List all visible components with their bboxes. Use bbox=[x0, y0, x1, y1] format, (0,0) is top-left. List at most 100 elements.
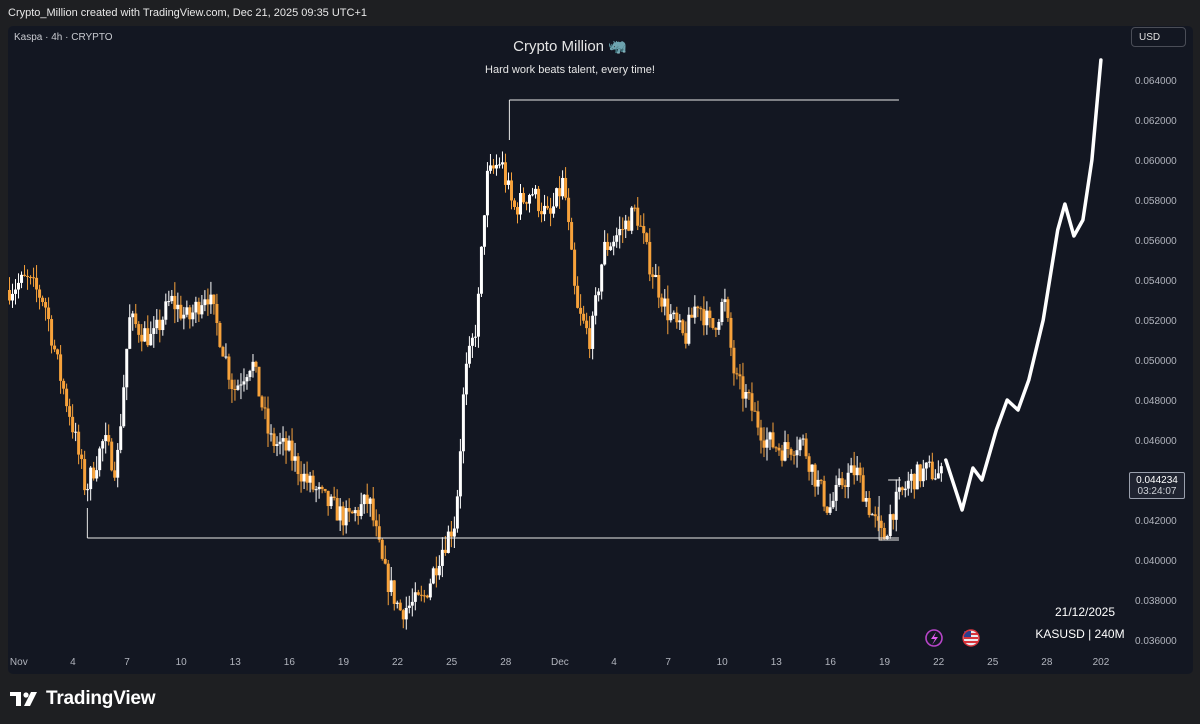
time-tick-label: 16 bbox=[825, 657, 837, 668]
candle-body bbox=[32, 277, 36, 279]
candle-body bbox=[62, 380, 66, 389]
time-tick-label: 7 bbox=[124, 657, 130, 668]
candle-body bbox=[380, 539, 384, 559]
price-tick-label: 0.038000 bbox=[1135, 596, 1177, 607]
candle-body bbox=[819, 479, 823, 481]
price-tick-label: 0.042000 bbox=[1135, 516, 1177, 527]
price-tick-label: 0.054000 bbox=[1135, 276, 1177, 287]
candle-body bbox=[203, 299, 207, 306]
candle-body bbox=[47, 307, 51, 320]
price-tick-label: 0.036000 bbox=[1135, 636, 1177, 647]
candle-body bbox=[645, 233, 649, 242]
candle-body bbox=[470, 337, 474, 346]
currency-button[interactable]: USD bbox=[1131, 27, 1186, 47]
candle-body bbox=[801, 438, 805, 440]
candle-body bbox=[410, 601, 414, 606]
candle-body bbox=[621, 229, 625, 231]
candle-body bbox=[930, 461, 934, 480]
candle-body bbox=[852, 465, 856, 476]
candle-body bbox=[678, 320, 682, 323]
candle-body bbox=[606, 241, 610, 250]
candle-body bbox=[603, 241, 607, 265]
candle-body bbox=[636, 207, 640, 226]
candle-body bbox=[167, 301, 171, 303]
candle-body bbox=[729, 317, 733, 348]
candle-body bbox=[780, 450, 784, 461]
range-bracket bbox=[878, 496, 899, 541]
candle-body bbox=[131, 313, 135, 318]
candle-body bbox=[497, 164, 501, 166]
candle-body bbox=[762, 440, 766, 448]
candle-body bbox=[437, 565, 441, 576]
candle-body bbox=[627, 220, 631, 231]
candle-body bbox=[855, 467, 859, 476]
candle-body bbox=[738, 374, 742, 377]
candle-body bbox=[696, 306, 700, 309]
candle-body bbox=[263, 407, 267, 409]
candle-body bbox=[519, 193, 523, 215]
candle-body bbox=[461, 394, 465, 452]
candle-body bbox=[98, 448, 102, 471]
candle-body bbox=[491, 165, 495, 169]
time-tick-label: 16 bbox=[284, 657, 296, 668]
candle-body bbox=[726, 299, 730, 318]
candle-body bbox=[248, 370, 252, 378]
candle-body bbox=[449, 531, 453, 537]
drawing-annotations bbox=[86, 58, 1103, 541]
price-tick-label: 0.060000 bbox=[1135, 156, 1177, 167]
candle-body bbox=[915, 464, 919, 490]
candle-body bbox=[317, 486, 321, 490]
candle-body bbox=[341, 506, 345, 526]
candle-body bbox=[143, 328, 147, 342]
candle-body bbox=[119, 426, 123, 450]
chart-panel[interactable] bbox=[8, 26, 1193, 674]
candle-body bbox=[113, 470, 117, 478]
candle-body bbox=[68, 406, 72, 417]
candle-body bbox=[395, 602, 399, 604]
candle-body bbox=[924, 462, 928, 469]
candle-body bbox=[401, 610, 405, 620]
candle-body bbox=[822, 480, 826, 507]
candle-body bbox=[732, 347, 736, 374]
candle-body bbox=[314, 489, 318, 491]
candle-body bbox=[443, 549, 447, 553]
candle-body bbox=[741, 376, 745, 399]
candle-body bbox=[813, 464, 817, 487]
candle-body bbox=[939, 466, 943, 474]
candle-body bbox=[807, 456, 811, 472]
candle-body bbox=[308, 475, 312, 483]
candle-body bbox=[840, 478, 844, 486]
candle-body bbox=[639, 225, 643, 227]
candle-body bbox=[735, 373, 739, 375]
time-axis: Nov 4 7 10 13 16 19 22 25 28 Dec 4 7 10 13 16 19 22 25 28 20… bbox=[10, 657, 1110, 668]
time-tick-label: 19 bbox=[338, 657, 350, 668]
candle-body bbox=[834, 484, 838, 501]
candle-body bbox=[531, 194, 535, 196]
candle-body bbox=[392, 580, 396, 604]
candle-body bbox=[795, 450, 799, 456]
candle-body bbox=[897, 487, 901, 492]
candle-body bbox=[750, 393, 754, 411]
us-flag-icon[interactable] bbox=[962, 629, 980, 647]
candle-body bbox=[326, 490, 330, 507]
candle-body bbox=[428, 583, 432, 598]
candle-body bbox=[882, 527, 886, 540]
candle-body bbox=[479, 246, 483, 294]
tradingview-logo[interactable]: TradingView bbox=[10, 688, 156, 710]
lightning-icon[interactable] bbox=[925, 629, 943, 647]
candle-body bbox=[870, 514, 874, 516]
candle-body bbox=[41, 297, 45, 303]
candle-body bbox=[104, 435, 108, 442]
candle-body bbox=[849, 465, 853, 473]
candle-body bbox=[567, 197, 571, 223]
symbol-info: Kaspa · 4h · CRYPTO bbox=[14, 32, 113, 43]
candle-body bbox=[281, 438, 285, 442]
time-tick-label: Nov bbox=[10, 657, 28, 668]
candle-body bbox=[254, 361, 258, 367]
candle-body bbox=[672, 312, 676, 315]
candle-body bbox=[666, 298, 670, 321]
candle-body bbox=[933, 478, 937, 480]
candle-body bbox=[633, 207, 637, 209]
candle-body bbox=[251, 361, 255, 371]
